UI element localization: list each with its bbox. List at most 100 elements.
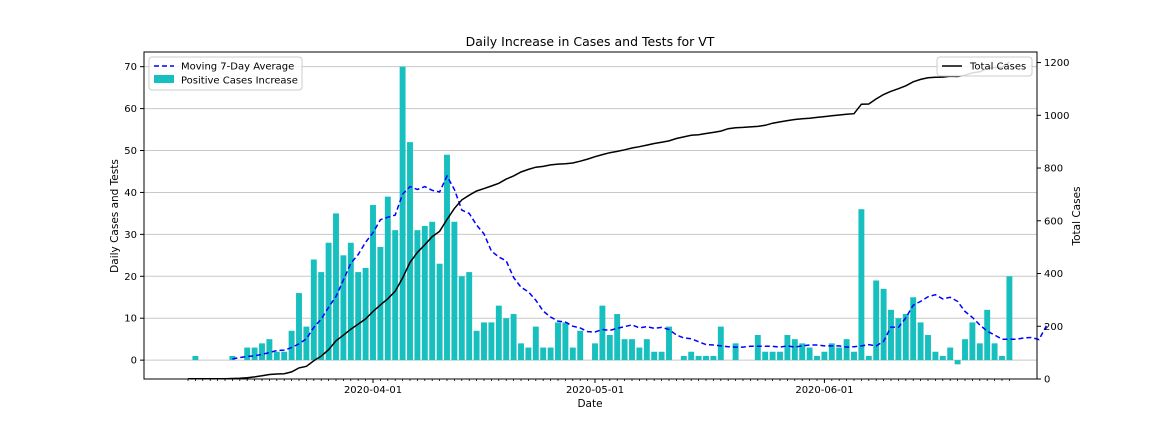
legend-left: Moving 7-Day Average Positive Cases Incr… [148,56,303,91]
bar [828,343,835,361]
bar [814,355,820,361]
x-axis-ticks: 2020-04-01 2020-05-01 2020-06-01 [187,379,1010,396]
bar [362,267,369,361]
bar [614,314,621,361]
bar [880,288,887,361]
bar [976,343,983,361]
moving-average-line [232,174,1048,360]
bar [717,326,724,361]
bar [525,347,532,361]
bar [192,355,199,361]
bar [910,297,917,361]
bar [281,351,288,361]
y-tick-label: 70 [124,62,137,73]
y2-tick-label: 1200 [1044,58,1069,69]
total-cases-line [188,61,1010,380]
x-tick-label: 2020-05-01 [566,385,624,396]
bar [532,326,539,361]
plot-frame [143,51,1038,380]
bar [777,351,783,361]
bar [843,339,850,361]
bar [355,272,362,361]
bar [606,334,613,361]
y-tick-label: 10 [124,314,137,325]
bar [466,272,473,361]
bar [851,351,857,361]
y-axis-label: Daily Cases and Tests [109,159,121,273]
bar [629,339,635,361]
bar [392,230,399,361]
bar [917,322,924,361]
bar [347,242,354,361]
bar [288,330,295,361]
bar [954,360,961,365]
bar [621,339,628,361]
bar [340,255,347,361]
bar [791,339,798,361]
bar [296,293,302,361]
y-tick-label: 30 [124,230,137,241]
bar [333,213,339,361]
bar [991,343,998,361]
bar [429,221,436,361]
bar [577,330,584,361]
y2-tick-label: 200 [1044,322,1063,333]
bar [377,246,384,361]
bar [266,339,273,361]
bar [540,347,547,361]
bar [229,355,236,361]
x-tick-label: 2020-06-01 [795,385,853,396]
bar [458,276,465,361]
bars-group [192,66,1013,365]
bar [651,351,658,361]
bar [325,242,332,361]
bar [555,322,561,361]
bar [754,334,761,361]
bar [939,355,946,361]
bar [799,343,806,361]
bar [503,318,510,361]
bar [569,347,576,361]
bar [421,225,428,361]
bar [688,351,695,361]
y-tick-label: 0 [131,356,137,367]
bar [895,318,902,361]
bar [643,339,650,361]
bar [310,259,317,361]
bar [969,322,976,361]
bar [695,355,702,361]
bar [592,343,598,361]
bar [769,351,776,361]
legend-right: Total Cases [936,56,1033,77]
bar [999,355,1005,361]
y-tick-label: 60 [124,104,137,115]
bar [251,347,258,361]
bar [658,351,665,361]
bar [495,305,502,361]
bar [273,351,280,361]
bar [547,347,554,361]
bar [865,355,872,361]
x-tick-label: 2020-04-01 [344,385,402,396]
bar [925,334,931,361]
bar [370,205,376,361]
bar [806,347,813,361]
bar [947,347,954,361]
y-tick-label: 50 [124,146,137,157]
bar [888,309,894,361]
legend-bars-label: Positive Cases Increase [181,76,298,87]
bar [414,230,421,361]
bar [858,209,865,361]
legend-bars-swatch [154,75,174,83]
bar [436,263,443,361]
bar [303,326,310,361]
bar [732,343,739,361]
y2-tick-label: 600 [1044,216,1063,227]
bar [784,334,791,361]
y-tick-label: 40 [124,188,137,199]
bar [932,351,939,361]
bar [962,339,968,361]
bar [518,343,524,361]
legend-average-label: Moving 7-Day Average [181,62,294,73]
